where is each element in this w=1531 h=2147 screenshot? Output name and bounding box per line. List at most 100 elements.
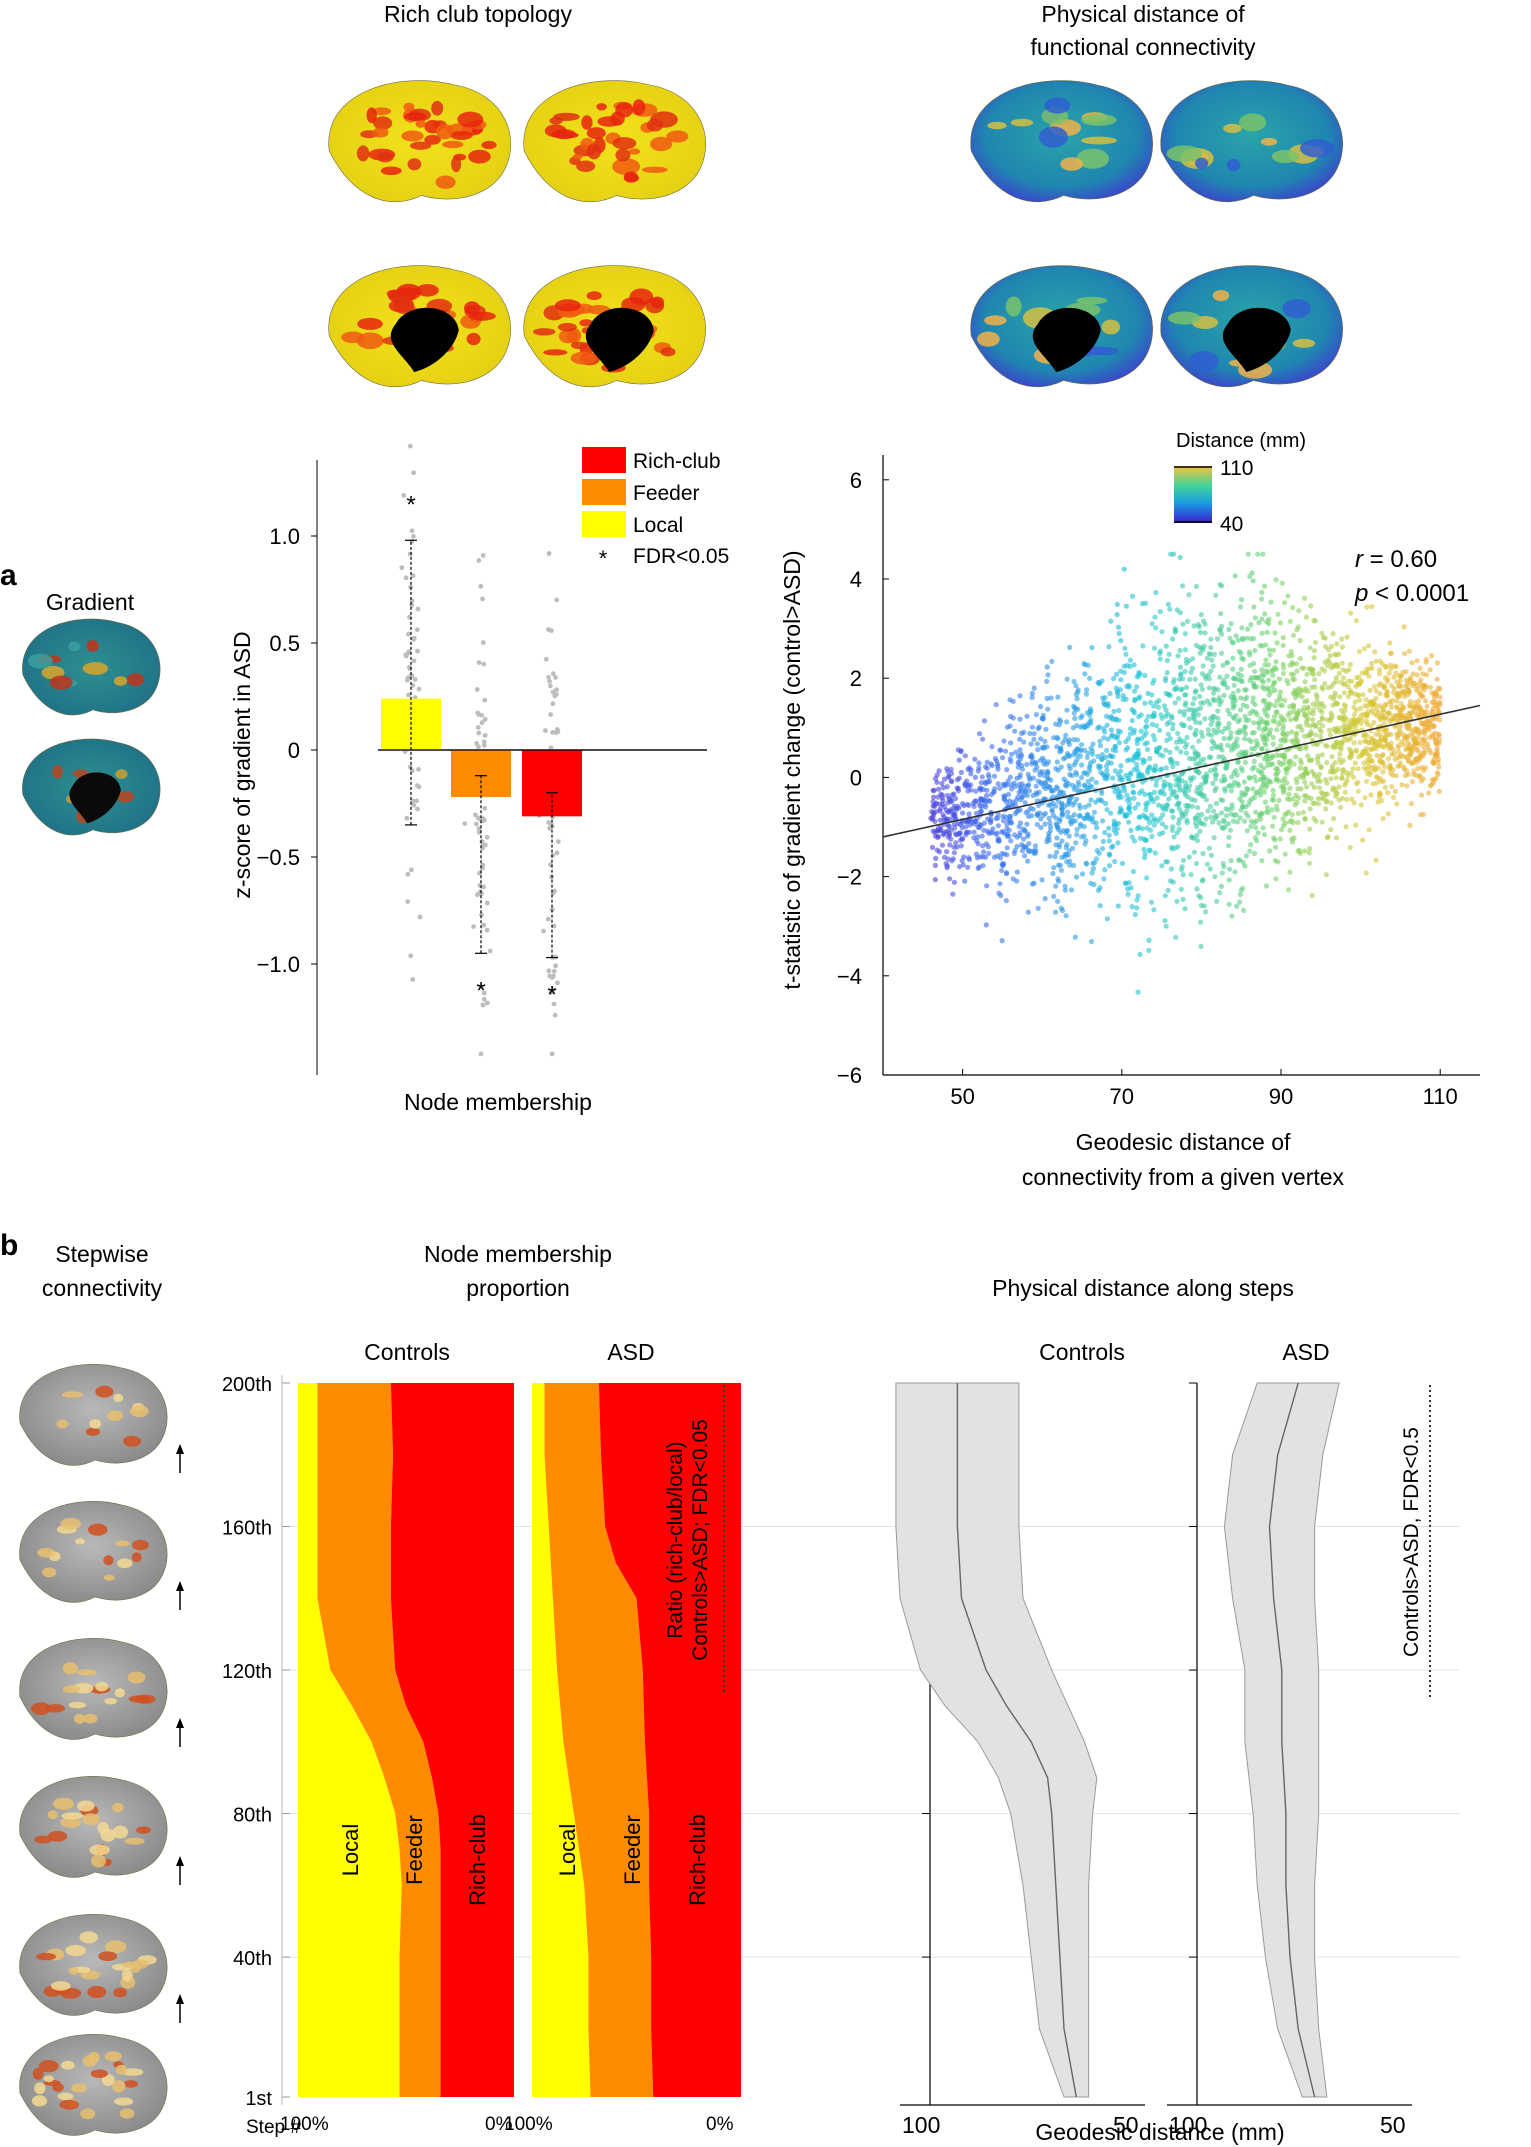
data-point: [1397, 678, 1403, 684]
data-point: [1215, 721, 1221, 727]
data-point: [1312, 639, 1319, 646]
brain-patch: [100, 1828, 116, 1842]
data-point: [1407, 678, 1413, 685]
data-point: [1162, 893, 1168, 899]
data-point: [1163, 802, 1170, 808]
data-point: [1302, 798, 1308, 804]
data-point: [1017, 772, 1023, 778]
pct-right-asd: 0%: [706, 2114, 734, 2135]
data-point: [1194, 886, 1200, 892]
subject-point: [549, 628, 554, 634]
subject-point: [478, 984, 484, 989]
brain-patch: [468, 149, 491, 164]
data-point: [1199, 878, 1205, 884]
data-point: [995, 781, 1001, 787]
data-point: [1177, 554, 1183, 561]
data-point: [1302, 848, 1308, 854]
data-point: [1294, 668, 1300, 674]
legend-swatch-feeder: [582, 479, 626, 505]
significance-star: *: [406, 491, 415, 518]
data-point: [1208, 721, 1214, 728]
data-point: [1259, 630, 1265, 636]
brain-patch: [615, 102, 633, 118]
data-point: [1271, 835, 1277, 841]
distance-title-controls: Controls: [1039, 1339, 1125, 1365]
subject-point: [481, 884, 486, 890]
data-point: [1192, 797, 1198, 804]
data-point: [1317, 707, 1323, 713]
data-point: [1321, 668, 1328, 674]
data-point: [1211, 651, 1217, 658]
brain-surface: [1160, 80, 1343, 203]
brain-patch: [557, 322, 577, 332]
data-point: [1395, 744, 1401, 750]
distance-steps-controls: [895, 1382, 1145, 2106]
physical-distance-title-line2: functional connectivity: [1030, 34, 1256, 60]
subject-point: [547, 678, 552, 684]
data-point: [1401, 624, 1407, 630]
data-point: [1364, 713, 1370, 719]
data-point: [1358, 712, 1364, 719]
brain-patch: [650, 136, 673, 152]
data-point: [1115, 693, 1121, 700]
dist-x-label: Geodesic distance (mm): [1035, 2119, 1284, 2145]
data-point: [1113, 671, 1120, 678]
brain-patch: [62, 1685, 80, 1693]
subject-point: [481, 990, 487, 996]
data-point: [1012, 847, 1018, 854]
data-point: [996, 837, 1002, 843]
data-point: [1190, 701, 1196, 707]
brain-patch: [131, 1552, 142, 1563]
data-point: [1336, 784, 1342, 790]
data-point: [1233, 768, 1239, 774]
data-point: [1265, 685, 1271, 691]
data-point: [1081, 770, 1087, 776]
data-point: [1388, 700, 1394, 706]
brain-patch: [59, 1987, 82, 1999]
data-point: [1386, 746, 1392, 752]
data-point: [1015, 794, 1021, 800]
subject-point: [407, 666, 413, 672]
data-point: [1372, 649, 1378, 655]
data-point: [1157, 650, 1163, 657]
brain-patch: [60, 1517, 81, 1530]
data-point: [1253, 809, 1259, 815]
data-point: [1094, 848, 1100, 854]
data-point: [1194, 752, 1200, 758]
data-point: [1429, 708, 1435, 715]
brain-surface: [19, 1501, 168, 1603]
brain-patch: [554, 299, 581, 312]
data-point: [1180, 723, 1186, 729]
data-point: [1206, 685, 1212, 691]
data-point: [1197, 650, 1203, 656]
brain-patch: [60, 1816, 81, 1828]
data-point: [1107, 690, 1113, 697]
data-point: [1154, 749, 1160, 755]
data-point: [934, 772, 940, 778]
data-point: [1088, 760, 1094, 766]
data-point: [1178, 867, 1185, 873]
data-point: [1110, 843, 1116, 849]
data-point: [1122, 645, 1128, 651]
data-point: [1242, 696, 1248, 702]
data-point: [1235, 758, 1241, 764]
data-point: [1435, 756, 1441, 763]
data-point: [1063, 844, 1069, 851]
step-tick-label: 80th: [233, 1805, 272, 1827]
data-point: [1333, 775, 1339, 781]
data-point: [1324, 835, 1330, 841]
data-point: [1261, 789, 1267, 795]
data-point: [1417, 774, 1423, 780]
data-point: [1102, 754, 1108, 761]
data-point: [1153, 700, 1159, 706]
data-point: [1307, 845, 1313, 852]
data-point: [1022, 787, 1028, 793]
data-point: [937, 808, 943, 814]
data-point: [1164, 657, 1170, 664]
step-tick-label: 160th: [222, 1518, 272, 1540]
brain-patch: [103, 1555, 114, 1566]
data-point: [1324, 791, 1330, 797]
data-point: [1201, 618, 1207, 624]
brain-patch: [1260, 137, 1278, 146]
data-point: [951, 850, 958, 856]
